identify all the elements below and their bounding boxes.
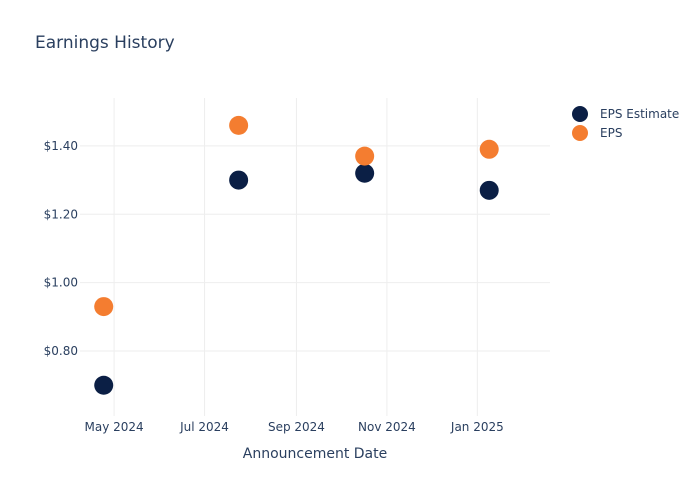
x-tick-label: Jul 2024	[179, 420, 229, 434]
legend-marker[interactable]	[572, 106, 588, 122]
eps-estimate-point[interactable]	[229, 170, 249, 190]
eps-estimate-point[interactable]	[479, 180, 499, 200]
y-axis-ticks: $0.80 $1.00 $1.20 $1.40	[44, 139, 78, 358]
y-tick-label: $1.00	[44, 276, 78, 290]
eps-estimate-point[interactable]	[94, 375, 114, 395]
legend-label[interactable]: EPS Estimate	[600, 107, 679, 121]
legend-label[interactable]: EPS	[600, 126, 622, 140]
y-tick-label: $1.20	[44, 207, 78, 221]
y-tick-label: $0.80	[44, 344, 78, 358]
eps-point[interactable]	[479, 139, 499, 159]
x-tick-label: Sep 2024	[268, 420, 325, 434]
data-points	[94, 115, 499, 395]
chart-title: Earnings History	[35, 33, 175, 53]
eps-point[interactable]	[229, 115, 249, 135]
x-axis-title: Announcement Date	[243, 446, 387, 462]
eps-point[interactable]	[355, 146, 375, 166]
x-tick-label: Nov 2024	[358, 420, 416, 434]
eps-estimate-point[interactable]	[355, 163, 375, 183]
legend-marker[interactable]	[572, 125, 588, 141]
eps-point[interactable]	[94, 297, 114, 317]
x-tick-label: Jan 2025	[450, 420, 504, 434]
legend[interactable]: EPS Estimate EPS	[572, 106, 679, 141]
x-tick-label: May 2024	[85, 420, 144, 434]
x-axis-ticks: May 2024 Jul 2024 Sep 2024 Nov 2024 Jan 2025	[85, 420, 504, 434]
grid-layer	[80, 98, 550, 416]
y-tick-label: $1.40	[44, 139, 78, 153]
